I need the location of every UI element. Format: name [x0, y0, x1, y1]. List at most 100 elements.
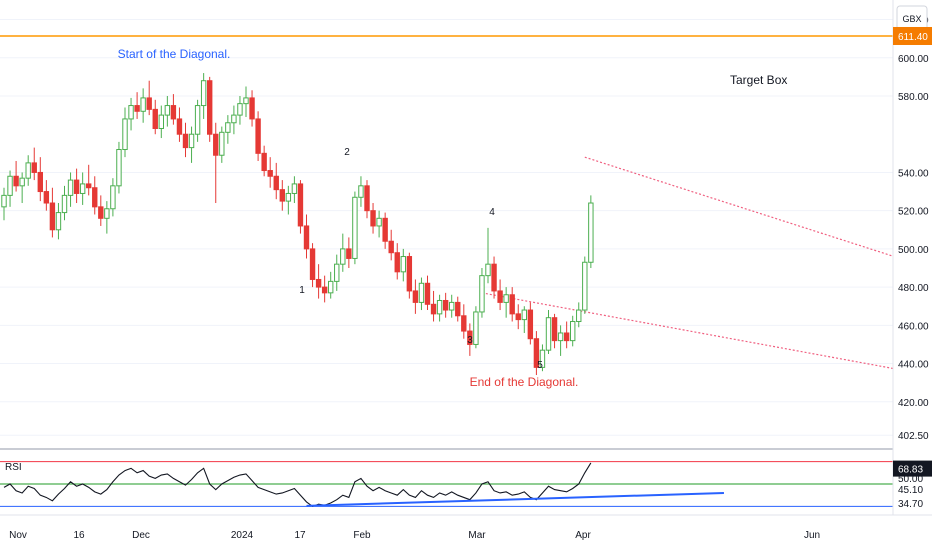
candle-body[interactable] — [2, 195, 6, 206]
candle-body[interactable] — [492, 264, 496, 291]
candle-body[interactable] — [443, 300, 447, 310]
candle-body[interactable] — [123, 119, 127, 150]
candle-body[interactable] — [407, 257, 411, 291]
candle-body[interactable] — [371, 211, 375, 226]
candle-body[interactable] — [286, 193, 290, 201]
candle-body[interactable] — [413, 291, 417, 302]
candle-body[interactable] — [268, 171, 272, 177]
candle-body[interactable] — [552, 318, 556, 341]
candle-body[interactable] — [111, 186, 115, 209]
candle-body[interactable] — [32, 163, 36, 173]
candle-body[interactable] — [310, 249, 314, 280]
candle-body[interactable] — [14, 176, 18, 186]
candle-body[interactable] — [298, 184, 302, 226]
candle-body[interactable] — [341, 249, 345, 264]
time-axis-label: 2024 — [231, 530, 254, 541]
candle-body[interactable] — [304, 226, 308, 249]
candle-body[interactable] — [395, 253, 399, 272]
candle-body[interactable] — [401, 257, 405, 272]
candle-body[interactable] — [480, 276, 484, 312]
candle-body[interactable] — [129, 106, 133, 119]
candle-body[interactable] — [80, 184, 84, 194]
candle-body[interactable] — [238, 104, 242, 115]
price-tick-label: 580.00 — [898, 92, 929, 103]
candle-body[interactable] — [498, 291, 502, 302]
candle-body[interactable] — [274, 176, 278, 189]
candle-body[interactable] — [353, 197, 357, 258]
candle-body[interactable] — [528, 310, 532, 339]
candle-body[interactable] — [147, 98, 151, 109]
candle-body[interactable] — [250, 98, 254, 119]
candle-body[interactable] — [208, 81, 212, 135]
candle-body[interactable] — [425, 283, 429, 304]
candle-body[interactable] — [522, 310, 526, 320]
candle-body[interactable] — [456, 302, 460, 315]
candle-body[interactable] — [583, 262, 587, 310]
candle-body[interactable] — [87, 184, 91, 188]
candle-body[interactable] — [220, 132, 224, 155]
candle-body[interactable] — [183, 134, 187, 147]
candle-body[interactable] — [516, 314, 520, 320]
candle-body[interactable] — [437, 300, 441, 313]
candle-body[interactable] — [546, 318, 550, 350]
price-tick-label: 402.50 — [898, 431, 929, 442]
candle-body[interactable] — [20, 178, 24, 186]
candle-body[interactable] — [93, 188, 97, 207]
candle-body[interactable] — [486, 264, 490, 275]
candle-body[interactable] — [329, 281, 333, 292]
candle-body[interactable] — [50, 203, 54, 230]
candle-body[interactable] — [135, 106, 139, 112]
candle-body[interactable] — [141, 98, 145, 111]
candle-body[interactable] — [117, 150, 121, 186]
candle-body[interactable] — [8, 176, 12, 195]
candle-body[interactable] — [99, 207, 103, 218]
candle-body[interactable] — [256, 119, 260, 153]
candle-body[interactable] — [171, 106, 175, 119]
candle-body[interactable] — [153, 109, 157, 128]
candle-body[interactable] — [383, 218, 387, 241]
candle-body[interactable] — [558, 333, 562, 341]
candle-body[interactable] — [292, 184, 296, 194]
candle-body[interactable] — [589, 203, 593, 262]
candle-body[interactable] — [365, 186, 369, 211]
candle-body[interactable] — [359, 186, 363, 197]
candle-body[interactable] — [377, 218, 381, 226]
candle-body[interactable] — [226, 123, 230, 133]
candle-body[interactable] — [195, 106, 199, 135]
candle-body[interactable] — [232, 115, 236, 123]
candle-body[interactable] — [577, 310, 581, 321]
candle-body[interactable] — [214, 134, 218, 155]
candle-body[interactable] — [26, 163, 30, 178]
candle-body[interactable] — [316, 279, 320, 287]
candle-body[interactable] — [74, 180, 78, 193]
candle-body[interactable] — [68, 180, 72, 195]
candle-body[interactable] — [347, 249, 351, 259]
candle-body[interactable] — [201, 81, 205, 106]
candle-body[interactable] — [510, 295, 514, 314]
candle-body[interactable] — [105, 209, 109, 219]
rsi-tick-label: 34.70 — [898, 499, 923, 510]
candle-body[interactable] — [280, 190, 284, 201]
candle-body[interactable] — [431, 304, 435, 314]
candle-body[interactable] — [165, 106, 169, 116]
candle-body[interactable] — [474, 312, 478, 344]
candle-body[interactable] — [571, 322, 575, 341]
candle-body[interactable] — [56, 213, 60, 230]
candle-body[interactable] — [335, 264, 339, 281]
candle-body[interactable] — [159, 115, 163, 128]
candle-body[interactable] — [504, 295, 508, 303]
candle-body[interactable] — [189, 134, 193, 147]
candle-body[interactable] — [44, 192, 48, 203]
candle-body[interactable] — [177, 119, 181, 134]
candle-body[interactable] — [38, 172, 42, 191]
candle-body[interactable] — [462, 316, 466, 331]
candle-body[interactable] — [450, 302, 454, 310]
candle-body[interactable] — [244, 98, 248, 104]
candle-body[interactable] — [262, 153, 266, 170]
candle-body[interactable] — [564, 333, 568, 341]
candle-body[interactable] — [419, 283, 423, 302]
candle-body[interactable] — [322, 287, 326, 293]
candle-body[interactable] — [62, 195, 66, 212]
candle-body[interactable] — [389, 241, 393, 252]
